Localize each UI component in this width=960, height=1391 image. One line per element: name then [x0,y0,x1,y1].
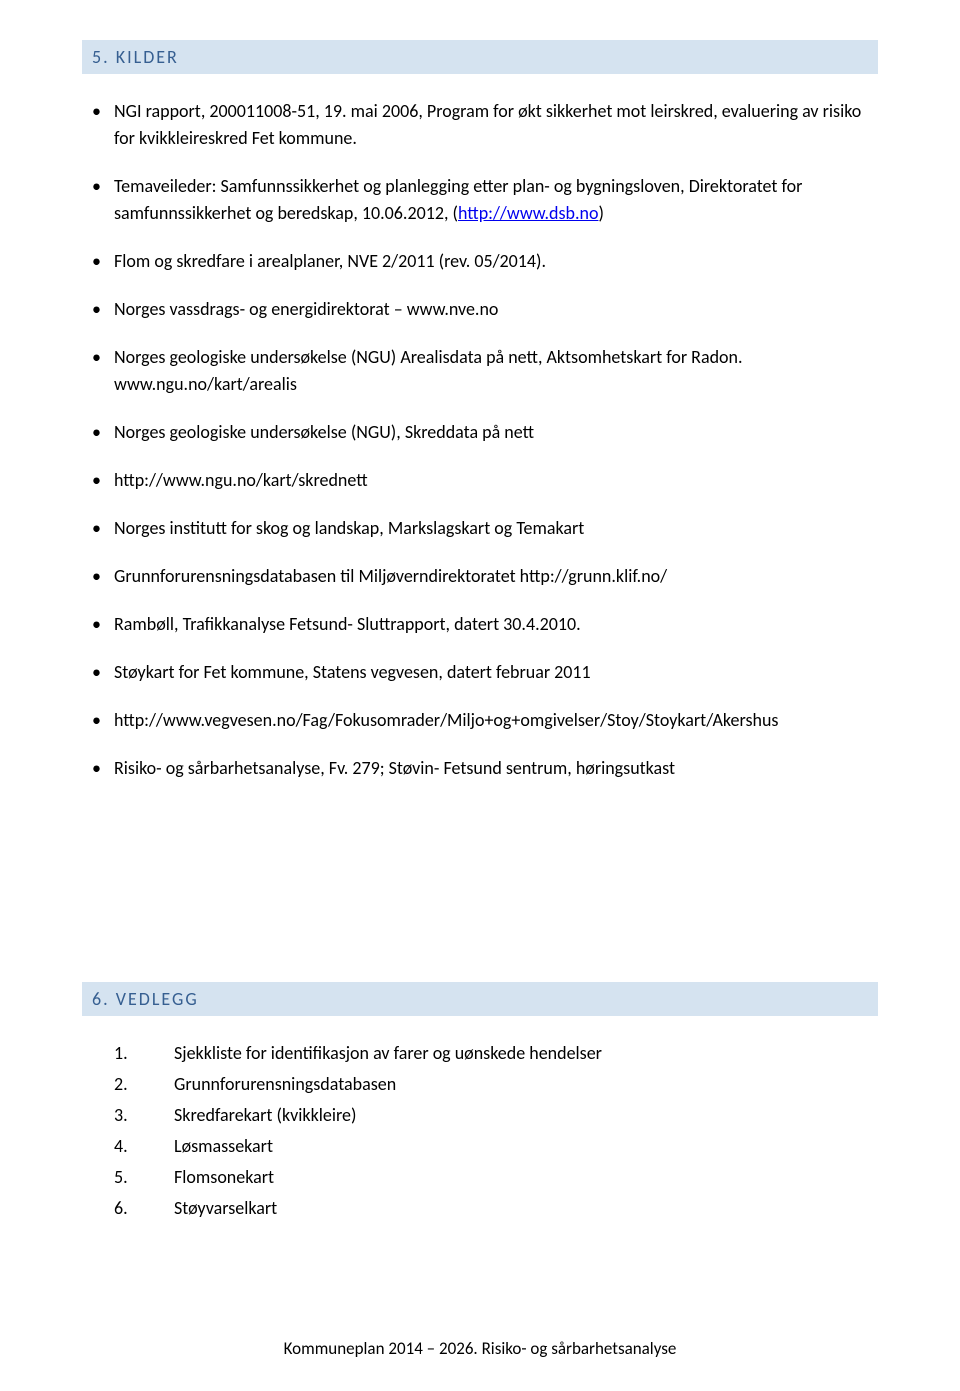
list-item-number: 1. [114,1040,174,1067]
list-item-number: 3. [114,1102,174,1129]
list-item: Rambøll, Trafikkanalyse Fetsund- Sluttra… [114,611,878,638]
list-item: 5. Flomsonekart [114,1164,878,1191]
list-item-number: 5. [114,1164,174,1191]
list-item: http://www.vegvesen.no/Fag/Fokusomrader/… [114,707,878,734]
list-item: Norges geologiske undersøkelse (NGU), Sk… [114,419,878,446]
kilder-list: NGI rapport, 200011008-51, 19. mai 2006,… [82,98,878,782]
list-item-text: Løsmassekart [174,1133,273,1160]
list-item: 4. Løsmassekart [114,1133,878,1160]
list-item: Flom og skredfare i arealplaner, NVE 2/2… [114,248,878,275]
list-item: NGI rapport, 200011008-51, 19. mai 2006,… [114,98,878,152]
list-item: Norges vassdrags- og energidirektorat – … [114,296,878,323]
list-item: Norges geologiske undersøkelse (NGU) Are… [114,344,878,398]
list-item-number: 6. [114,1195,174,1222]
list-item: Norges institutt for skog og landskap, M… [114,515,878,542]
list-item: 3. Skredfarekart (kvikkleire) [114,1102,878,1129]
list-item-number: 4. [114,1133,174,1160]
list-item-text: Flomsonekart [174,1164,274,1191]
list-item-text: Grunnforurensningsdatabasen [174,1071,396,1098]
section-header-vedlegg: 6. VEDLEGG [82,982,878,1016]
vedlegg-list: 1. Sjekkliste for identifikasjon av fare… [82,1040,878,1222]
list-item: Grunnforurensningsdatabasen til Miljøver… [114,563,878,590]
list-item-suffix: ) [598,202,603,224]
list-item-text: Støyvarselkart [174,1195,277,1222]
list-item: 6. Støyvarselkart [114,1195,878,1222]
list-item: 2. Grunnforurensningsdatabasen [114,1071,878,1098]
section-header-kilder: 5. KILDER [82,40,878,74]
list-item: 1. Sjekkliste for identifikasjon av fare… [114,1040,878,1067]
list-item: Støykart for Fet kommune, Statens vegves… [114,659,878,686]
list-item-text: Sjekkliste for identifikasjon av farer o… [174,1040,602,1067]
page-footer: Kommuneplan 2014 – 2026. Risiko- og sårb… [0,1338,960,1359]
list-item: http://www.ngu.no/kart/skrednett [114,467,878,494]
list-item: Risiko- og sårbarhetsanalyse, Fv. 279; S… [114,755,878,782]
list-item-text: Skredfarekart (kvikkleire) [174,1102,356,1129]
link-dsb[interactable]: http://www.dsb.no [458,202,598,224]
list-item-number: 2. [114,1071,174,1098]
list-item: Temaveileder: Samfunnssikkerhet og planl… [114,173,878,227]
